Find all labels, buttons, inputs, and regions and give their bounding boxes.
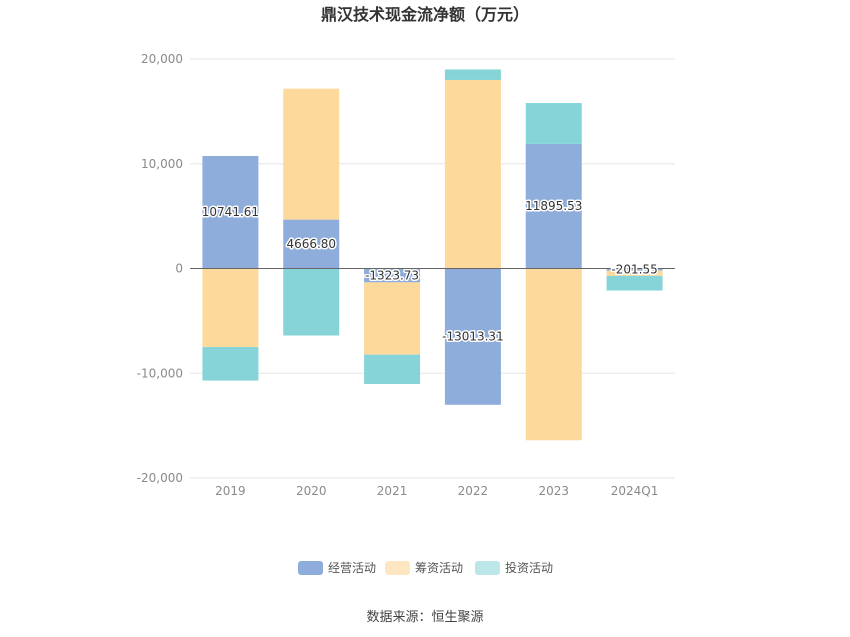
legend-swatch xyxy=(385,561,410,575)
bar-segment xyxy=(444,79,501,269)
bar-segment xyxy=(525,143,582,269)
data-label: 10741.61 xyxy=(202,205,259,219)
bar-segment xyxy=(283,88,340,220)
legend-label: 经营活动 xyxy=(328,561,376,575)
x-tick-label: 2019 xyxy=(215,484,246,498)
bar-segment xyxy=(606,270,663,276)
legend: 经营活动 筹资活动 投资活动 xyxy=(298,560,553,575)
data-label: 11895.53 xyxy=(525,199,582,213)
x-tick-label: 2021 xyxy=(377,484,408,498)
bar-segment xyxy=(364,354,421,384)
data-labels: 10741.61 4666.80 -1323.73 -13013.31 11895.53… xyxy=(200,198,659,345)
y-tick-label: -10,000 xyxy=(137,366,183,380)
chart-title: 鼎汉技术现金流净额（万元） xyxy=(321,5,529,24)
legend-label: 投资活动 xyxy=(505,560,553,575)
bar-segment xyxy=(202,347,259,381)
grid: 20,000 10,000 0 -10,000 -20,000 xyxy=(137,52,675,485)
bar-segment xyxy=(202,155,259,269)
x-tick-label: 2020 xyxy=(296,484,327,498)
bar-segment xyxy=(444,69,501,80)
x-tick-label: 2023 xyxy=(538,484,569,498)
y-tick-label: 20,000 xyxy=(141,52,183,66)
bars xyxy=(202,69,663,441)
y-tick-label: 0 xyxy=(175,262,183,276)
bar-segment xyxy=(283,219,340,269)
bar-segment xyxy=(364,268,421,283)
bar-segment xyxy=(283,268,340,336)
data-label: -13013.31 xyxy=(442,330,504,344)
data-label: -1323.73 xyxy=(365,268,419,282)
bar-segment xyxy=(444,268,501,405)
legend-label: 筹资活动 xyxy=(415,561,463,575)
bar-segment xyxy=(202,268,259,348)
x-tick-label: 2024Q1 xyxy=(611,484,659,498)
legend-swatch xyxy=(475,561,500,575)
legend-swatch xyxy=(298,561,323,575)
y-tick-label: -20,000 xyxy=(137,471,183,485)
bar-segment xyxy=(525,268,582,441)
source-note: 数据来源：恒生聚源 xyxy=(366,610,483,625)
data-label: -201.55 xyxy=(611,263,657,277)
bar-segment xyxy=(525,103,582,144)
bar-segment xyxy=(606,268,663,271)
x-axis-ticks: 2019 2020 2021 2022 2023 2024Q1 xyxy=(215,484,658,498)
x-tick-label: 2022 xyxy=(458,484,489,498)
y-tick-label: 10,000 xyxy=(141,157,183,171)
bar-segment xyxy=(364,282,421,355)
data-label: 4666.80 xyxy=(286,237,336,251)
bar-segment xyxy=(606,275,663,291)
